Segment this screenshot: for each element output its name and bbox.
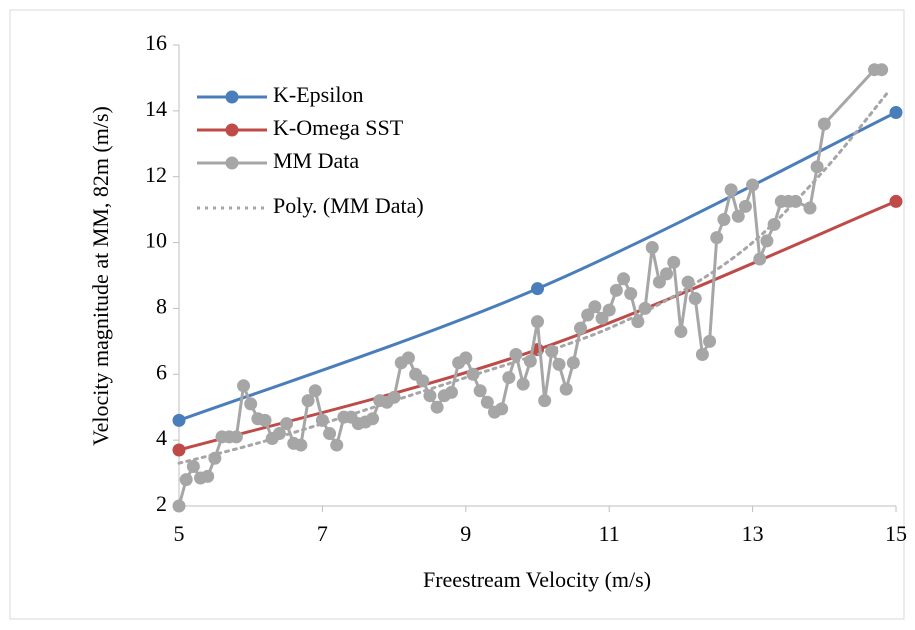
data-point bbox=[516, 377, 530, 391]
y-tick-label: 6 bbox=[156, 359, 167, 384]
data-point bbox=[459, 351, 473, 365]
data-point bbox=[244, 397, 258, 411]
data-point bbox=[186, 459, 200, 473]
y-tick-label: 8 bbox=[156, 293, 167, 318]
y-tick-label: 16 bbox=[145, 30, 167, 55]
data-point bbox=[753, 252, 767, 266]
data-point bbox=[502, 371, 516, 385]
data-point bbox=[416, 374, 430, 388]
data-point bbox=[674, 324, 688, 338]
data-point bbox=[229, 430, 243, 444]
data-point bbox=[538, 394, 552, 408]
data-point bbox=[179, 473, 193, 487]
data-point bbox=[423, 389, 437, 403]
x-tick-label: 15 bbox=[885, 521, 907, 546]
data-point bbox=[660, 267, 674, 281]
data-point bbox=[366, 412, 380, 426]
data-point bbox=[531, 282, 544, 296]
data-point bbox=[258, 413, 272, 427]
y-tick-label: 12 bbox=[145, 162, 167, 187]
data-point bbox=[710, 231, 724, 245]
data-point bbox=[695, 348, 709, 362]
legend-marker bbox=[225, 123, 239, 137]
data-point bbox=[617, 272, 631, 286]
data-point bbox=[875, 63, 889, 77]
data-point bbox=[172, 413, 186, 427]
data-point bbox=[667, 255, 681, 269]
data-point bbox=[172, 499, 186, 513]
x-axis-title: Freestream Velocity (m/s) bbox=[423, 567, 651, 592]
chart-border bbox=[9, 9, 905, 620]
data-point bbox=[330, 438, 344, 452]
data-point bbox=[602, 303, 616, 317]
series-line bbox=[177, 89, 891, 465]
data-point bbox=[738, 199, 752, 213]
legend-marker bbox=[225, 90, 239, 104]
data-point bbox=[645, 241, 659, 255]
data-point bbox=[574, 321, 588, 335]
data-point bbox=[294, 438, 308, 452]
data-point bbox=[444, 385, 458, 399]
data-point bbox=[731, 209, 745, 223]
y-tick-label: 10 bbox=[145, 228, 167, 253]
y-axis-title: Velocity magnitude at MM, 82m (m/s) bbox=[88, 106, 113, 446]
data-point bbox=[566, 356, 580, 370]
data-point bbox=[401, 351, 415, 365]
data-point bbox=[237, 379, 251, 393]
data-point bbox=[817, 117, 831, 131]
data-point bbox=[172, 443, 186, 457]
data-point bbox=[889, 106, 903, 120]
legend-label: MM Data bbox=[273, 148, 359, 173]
data-point bbox=[552, 357, 566, 371]
data-point bbox=[717, 213, 731, 227]
y-tick-label: 2 bbox=[156, 491, 167, 516]
data-point bbox=[746, 178, 760, 192]
legend-label: Poly. (MM Data) bbox=[273, 193, 424, 218]
data-point bbox=[810, 160, 824, 174]
data-point bbox=[280, 417, 294, 431]
data-point bbox=[308, 384, 322, 398]
y-tick-label: 14 bbox=[145, 96, 167, 121]
legend-marker bbox=[225, 156, 239, 170]
legend-label: K-Omega SST bbox=[273, 115, 404, 140]
data-point bbox=[609, 283, 623, 297]
data-point bbox=[889, 194, 903, 208]
data-point bbox=[703, 334, 717, 348]
data-point bbox=[588, 300, 602, 314]
x-tick-label: 7 bbox=[317, 521, 328, 546]
data-point bbox=[495, 402, 509, 416]
x-tick-label: 9 bbox=[460, 521, 471, 546]
data-point bbox=[559, 382, 573, 396]
data-point bbox=[760, 234, 774, 248]
data-point bbox=[631, 315, 645, 329]
x-tick-label: 11 bbox=[599, 521, 620, 546]
data-point bbox=[803, 201, 817, 215]
data-point bbox=[473, 384, 487, 398]
data-point bbox=[688, 292, 702, 306]
legend-label: K-Epsilon bbox=[273, 82, 363, 107]
data-point bbox=[323, 427, 337, 441]
x-tick-label: 5 bbox=[174, 521, 185, 546]
data-point bbox=[201, 469, 215, 483]
data-point bbox=[531, 315, 544, 329]
data-point bbox=[480, 395, 494, 409]
data-point bbox=[509, 348, 523, 362]
data-point bbox=[301, 394, 315, 408]
y-tick-label: 4 bbox=[156, 425, 167, 450]
data-point bbox=[430, 400, 444, 414]
x-tick-label: 13 bbox=[742, 521, 764, 546]
data-point bbox=[624, 287, 638, 301]
data-point bbox=[724, 183, 738, 197]
